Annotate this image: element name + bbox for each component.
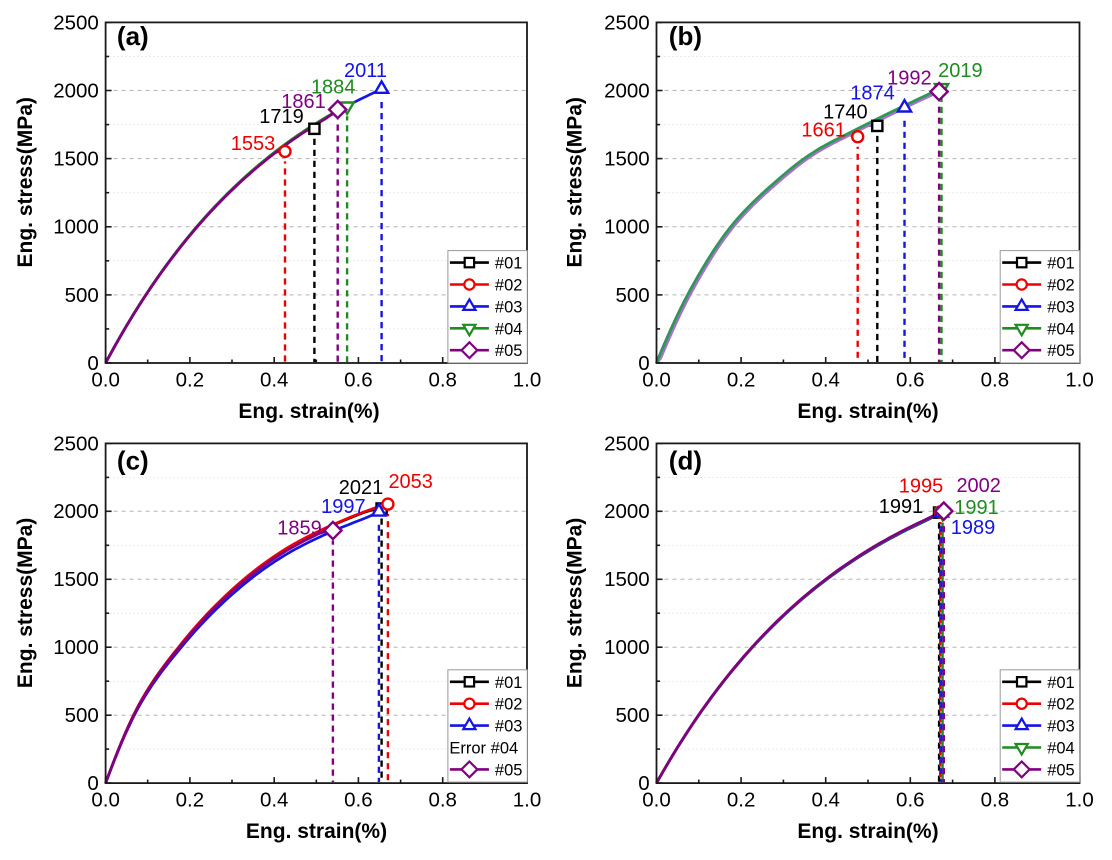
svg-text:500: 500 bbox=[65, 284, 99, 307]
svg-text:#03: #03 bbox=[495, 298, 523, 316]
svg-text:500: 500 bbox=[65, 704, 99, 727]
svg-text:2000: 2000 bbox=[604, 79, 650, 102]
svg-text:#03: #03 bbox=[495, 718, 523, 736]
svg-text:2011: 2011 bbox=[344, 60, 387, 82]
svg-text:Eng. strain(%): Eng. strain(%) bbox=[797, 400, 938, 423]
svg-text:0: 0 bbox=[87, 352, 98, 375]
svg-text:0.0: 0.0 bbox=[91, 368, 120, 391]
svg-text:#02: #02 bbox=[495, 277, 523, 295]
svg-text:1000: 1000 bbox=[53, 636, 99, 659]
svg-text:#01: #01 bbox=[495, 674, 523, 692]
svg-text:0.2: 0.2 bbox=[727, 368, 756, 391]
svg-text:#03: #03 bbox=[1047, 718, 1075, 736]
svg-text:(d): (d) bbox=[669, 445, 702, 475]
svg-text:1553: 1553 bbox=[231, 133, 276, 155]
svg-text:1740: 1740 bbox=[823, 102, 868, 124]
svg-text:0.0: 0.0 bbox=[642, 368, 671, 391]
svg-text:0.0: 0.0 bbox=[91, 789, 120, 812]
svg-text:#05: #05 bbox=[495, 342, 523, 360]
svg-text:1000: 1000 bbox=[53, 216, 99, 239]
svg-text:#05: #05 bbox=[495, 761, 523, 779]
svg-text:1000: 1000 bbox=[604, 636, 650, 659]
svg-text:2000: 2000 bbox=[53, 79, 99, 102]
svg-text:Eng. strain(%): Eng. strain(%) bbox=[238, 400, 379, 423]
svg-text:1861: 1861 bbox=[281, 91, 326, 113]
svg-text:1995: 1995 bbox=[899, 475, 944, 497]
svg-text:1997: 1997 bbox=[321, 496, 366, 518]
svg-text:0.6: 0.6 bbox=[344, 789, 373, 812]
svg-text:Eng. stress(MPa): Eng. stress(MPa) bbox=[14, 97, 37, 267]
svg-text:(c): (c) bbox=[117, 445, 149, 475]
svg-text:0.8: 0.8 bbox=[981, 368, 1010, 391]
svg-text:Eng. strain(%): Eng. strain(%) bbox=[246, 820, 387, 843]
svg-text:#02: #02 bbox=[1047, 277, 1075, 295]
svg-text:0.4: 0.4 bbox=[260, 368, 289, 391]
svg-text:1.0: 1.0 bbox=[513, 789, 542, 812]
svg-text:0.6: 0.6 bbox=[344, 368, 373, 391]
svg-text:#01: #01 bbox=[1047, 255, 1075, 273]
svg-text:1000: 1000 bbox=[604, 216, 650, 239]
svg-text:Eng. stress(MPa): Eng. stress(MPa) bbox=[564, 518, 587, 688]
svg-text:#01: #01 bbox=[495, 255, 523, 273]
svg-text:1.0: 1.0 bbox=[513, 368, 542, 391]
svg-text:#01: #01 bbox=[1047, 674, 1075, 692]
svg-text:Eng. stress(MPa): Eng. stress(MPa) bbox=[14, 518, 37, 688]
svg-text:2021: 2021 bbox=[339, 477, 384, 499]
svg-text:2500: 2500 bbox=[604, 432, 650, 455]
svg-text:2500: 2500 bbox=[53, 11, 99, 34]
svg-text:2019: 2019 bbox=[938, 60, 983, 82]
svg-text:1.0: 1.0 bbox=[1065, 789, 1094, 812]
svg-text:0.2: 0.2 bbox=[727, 789, 756, 812]
svg-text:1500: 1500 bbox=[604, 148, 650, 171]
svg-text:2000: 2000 bbox=[604, 500, 650, 523]
svg-text:1500: 1500 bbox=[604, 568, 650, 591]
svg-text:1989: 1989 bbox=[951, 517, 996, 539]
svg-text:Eng. strain(%): Eng. strain(%) bbox=[797, 820, 938, 843]
svg-text:0.8: 0.8 bbox=[981, 789, 1010, 812]
svg-text:#04: #04 bbox=[1047, 740, 1075, 758]
svg-text:0.6: 0.6 bbox=[896, 789, 925, 812]
svg-text:Eng. stress(MPa): Eng. stress(MPa) bbox=[564, 97, 587, 267]
svg-text:0.2: 0.2 bbox=[176, 789, 205, 812]
svg-text:2500: 2500 bbox=[604, 11, 650, 34]
svg-text:#05: #05 bbox=[1047, 342, 1075, 360]
svg-text:(a): (a) bbox=[117, 21, 149, 51]
svg-text:#02: #02 bbox=[495, 696, 523, 714]
svg-text:0.4: 0.4 bbox=[260, 789, 289, 812]
svg-text:0: 0 bbox=[638, 352, 649, 375]
svg-text:500: 500 bbox=[615, 704, 649, 727]
svg-text:#02: #02 bbox=[1047, 696, 1075, 714]
svg-text:2053: 2053 bbox=[388, 471, 433, 493]
svg-text:0.4: 0.4 bbox=[811, 789, 840, 812]
svg-text:500: 500 bbox=[615, 284, 649, 307]
svg-text:(b): (b) bbox=[669, 21, 702, 51]
svg-text:1500: 1500 bbox=[53, 148, 99, 171]
svg-text:#04: #04 bbox=[1047, 320, 1075, 338]
svg-text:2000: 2000 bbox=[53, 500, 99, 523]
svg-text:1884: 1884 bbox=[311, 76, 356, 98]
svg-text:0.4: 0.4 bbox=[811, 368, 840, 391]
svg-text:0.8: 0.8 bbox=[428, 789, 457, 812]
svg-text:1661: 1661 bbox=[801, 119, 846, 141]
svg-text:1859: 1859 bbox=[277, 518, 322, 540]
svg-text:0: 0 bbox=[87, 772, 98, 795]
svg-text:2500: 2500 bbox=[53, 432, 99, 455]
svg-text:1992: 1992 bbox=[887, 67, 932, 89]
svg-text:0.8: 0.8 bbox=[428, 368, 457, 391]
svg-text:1874: 1874 bbox=[850, 83, 895, 105]
svg-text:0.0: 0.0 bbox=[642, 789, 671, 812]
svg-text:1991: 1991 bbox=[954, 497, 999, 519]
svg-text:1500: 1500 bbox=[53, 568, 99, 591]
svg-text:0: 0 bbox=[638, 772, 649, 795]
svg-text:0.6: 0.6 bbox=[896, 368, 925, 391]
svg-text:Error #04: Error #04 bbox=[449, 740, 518, 758]
svg-text:#04: #04 bbox=[495, 320, 523, 338]
svg-text:0.2: 0.2 bbox=[176, 368, 205, 391]
svg-text:1719: 1719 bbox=[259, 106, 304, 128]
svg-text:1991: 1991 bbox=[879, 496, 924, 518]
svg-text:#05: #05 bbox=[1047, 761, 1075, 779]
svg-text:2002: 2002 bbox=[956, 475, 1001, 497]
svg-text:#03: #03 bbox=[1047, 298, 1075, 316]
svg-text:1.0: 1.0 bbox=[1065, 368, 1094, 391]
